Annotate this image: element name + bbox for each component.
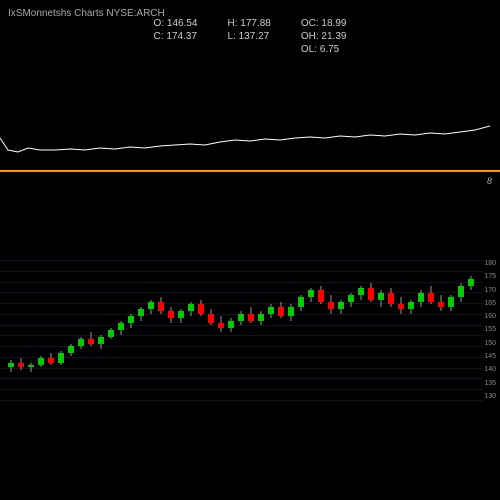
- candle-body: [228, 321, 234, 328]
- candle-body: [448, 297, 454, 306]
- candle-body: [148, 302, 154, 309]
- candle-body: [168, 311, 174, 318]
- top-axis-marker: 8: [487, 176, 492, 186]
- candle-body: [98, 337, 104, 344]
- candle-body: [128, 316, 134, 323]
- candle-body: [88, 339, 94, 344]
- candle-body: [158, 302, 164, 311]
- low-row: L: 137.27: [227, 31, 270, 42]
- candle-body: [138, 309, 144, 316]
- gridline: [0, 260, 483, 261]
- gridline: [0, 271, 483, 272]
- candle-body: [238, 314, 244, 321]
- oh-row: OH: 21.39: [301, 31, 347, 42]
- ohlc-col-3: OC: 18.99 OH: 21.39 OL: 6.75: [301, 18, 347, 55]
- candle-body: [198, 304, 204, 313]
- y-tick: 170: [484, 287, 496, 294]
- y-tick: 160: [484, 313, 496, 320]
- ohlc-summary: O: 146.54 C: 174.37 H: 177.88 L: 137.27 …: [0, 18, 500, 55]
- candle-body: [78, 339, 84, 346]
- candle-body: [118, 323, 124, 330]
- candle-body: [438, 302, 444, 307]
- candle-body: [68, 346, 74, 353]
- candle-body: [218, 323, 224, 328]
- candle-body: [188, 304, 194, 311]
- candle-body: [248, 314, 254, 321]
- candle-body: [258, 314, 264, 321]
- candle-body: [278, 307, 284, 316]
- gridline: [0, 282, 483, 283]
- y-tick: 175: [484, 273, 496, 280]
- candle-body: [308, 290, 314, 297]
- open-row: O: 146.54: [154, 18, 198, 29]
- gridline: [0, 389, 483, 390]
- y-tick: 155: [484, 326, 496, 333]
- candle-body: [18, 363, 24, 368]
- candle-body: [348, 295, 354, 302]
- candle-body: [28, 365, 34, 367]
- high-row: H: 177.88: [227, 18, 270, 29]
- candle-body: [298, 297, 304, 306]
- gridline: [0, 368, 483, 369]
- candle-body: [458, 286, 464, 298]
- close-row: C: 174.37: [154, 31, 198, 42]
- candle-body: [388, 293, 394, 305]
- gridline: [0, 325, 483, 326]
- y-tick: 145: [484, 353, 496, 360]
- gridline: [0, 400, 483, 401]
- candle-body: [288, 307, 294, 316]
- candle-body: [328, 302, 334, 309]
- line-chart: [0, 60, 490, 170]
- gridline: [0, 357, 483, 358]
- y-tick: 140: [484, 366, 496, 373]
- candle-body: [358, 288, 364, 295]
- chart-grid: [0, 260, 483, 400]
- ohlc-col-2: H: 177.88 L: 137.27: [227, 18, 270, 55]
- y-axis-labels: 180 175 170 165 160 155 150 145 140 135 130: [484, 260, 496, 400]
- candle-body: [428, 293, 434, 302]
- candle-body: [58, 353, 64, 362]
- candle-body: [378, 293, 384, 300]
- candle-body: [8, 363, 14, 368]
- candle-body: [318, 290, 324, 302]
- candle-body: [468, 279, 474, 286]
- candle-body: [338, 302, 344, 309]
- candle-body: [108, 330, 114, 337]
- gridline: [0, 292, 483, 293]
- y-tick: 165: [484, 300, 496, 307]
- gridline: [0, 378, 483, 379]
- candle-body: [418, 293, 424, 302]
- candle-body: [178, 311, 184, 318]
- candle-body: [38, 358, 44, 365]
- oc-row: OC: 18.99: [301, 18, 347, 29]
- ohlc-col-1: O: 146.54 C: 174.37: [154, 18, 198, 55]
- y-tick: 130: [484, 393, 496, 400]
- candle-body: [368, 288, 374, 300]
- gridline: [0, 335, 483, 336]
- y-tick: 180: [484, 260, 496, 267]
- candle-body: [268, 307, 274, 314]
- candle-body: [48, 358, 54, 363]
- candlestick-chart: 180 175 170 165 160 155 150 145 140 135 130: [0, 260, 500, 400]
- y-tick: 135: [484, 380, 496, 387]
- ol-row: OL: 6.75: [301, 44, 347, 55]
- candle-body: [208, 314, 214, 323]
- y-tick: 150: [484, 340, 496, 347]
- candle-body: [408, 302, 414, 309]
- price-line: [0, 126, 490, 152]
- candle-body: [398, 304, 404, 309]
- panel-divider: [0, 170, 500, 172]
